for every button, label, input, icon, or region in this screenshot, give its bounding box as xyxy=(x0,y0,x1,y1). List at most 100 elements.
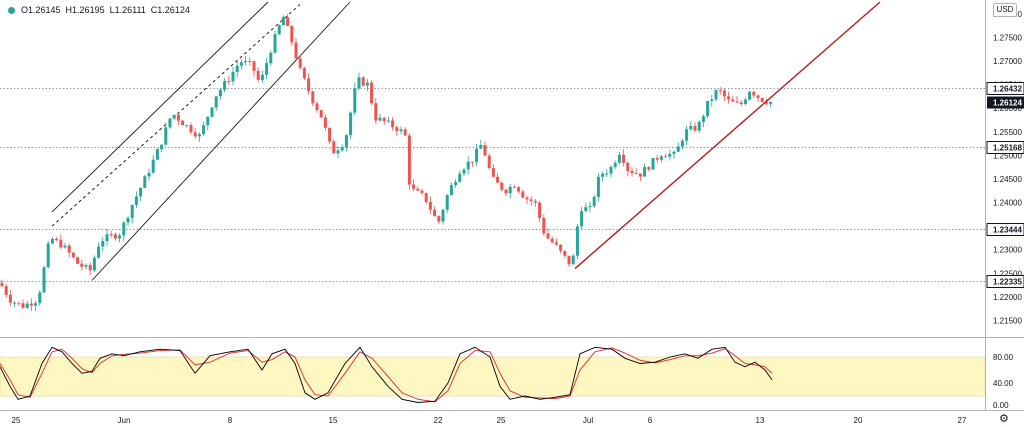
candle-body xyxy=(248,61,252,63)
candle-body xyxy=(764,101,768,104)
level-price-label xyxy=(986,275,1024,288)
candle xyxy=(17,302,21,307)
open-value: O1.26145 xyxy=(21,5,61,15)
candle xyxy=(332,139,336,154)
candle-body xyxy=(483,145,487,156)
candle xyxy=(420,188,424,195)
candle xyxy=(529,196,533,207)
candle-body xyxy=(542,217,546,234)
candle-body xyxy=(689,126,693,130)
candle-body xyxy=(147,172,151,177)
candle xyxy=(340,144,344,152)
time-tick-label: 13 xyxy=(756,416,765,425)
candle-body xyxy=(231,71,235,82)
candle-body xyxy=(357,77,361,89)
gear-icon[interactable]: ⚙ xyxy=(999,413,1009,425)
candle xyxy=(311,90,315,107)
candle xyxy=(693,122,697,133)
level-price-label xyxy=(986,141,1024,154)
candle xyxy=(55,236,59,242)
candle xyxy=(449,182,453,196)
candle xyxy=(281,15,285,26)
candle xyxy=(659,155,663,163)
candle-body xyxy=(466,161,470,170)
candle xyxy=(748,90,752,101)
candle xyxy=(508,183,512,199)
candle xyxy=(676,142,680,152)
candle xyxy=(718,86,722,95)
candle-body xyxy=(756,95,760,99)
candle xyxy=(563,250,567,259)
candle xyxy=(143,174,147,189)
candle xyxy=(214,96,218,111)
candle xyxy=(634,168,638,175)
candle-body xyxy=(517,187,521,192)
candle-body xyxy=(4,286,8,295)
candle xyxy=(269,50,273,66)
candle xyxy=(710,94,714,107)
candle-body xyxy=(412,184,416,189)
candle xyxy=(403,127,407,136)
candle xyxy=(466,156,470,175)
candle-body xyxy=(307,78,311,92)
candle-body xyxy=(512,186,516,188)
candle-body xyxy=(298,58,302,68)
candle-body xyxy=(277,25,281,35)
candle xyxy=(244,55,248,66)
candle xyxy=(218,87,222,100)
candle-body xyxy=(315,103,319,111)
candle-body xyxy=(706,100,710,117)
candle-body xyxy=(210,107,214,117)
candle xyxy=(323,114,327,131)
candle-body xyxy=(59,239,63,248)
candle-body xyxy=(21,303,25,308)
candle-body xyxy=(386,120,390,122)
candle xyxy=(168,118,172,130)
candle xyxy=(256,67,260,83)
candle-body xyxy=(130,204,134,219)
candle-body xyxy=(202,125,206,135)
candle-body xyxy=(735,101,739,103)
candle-body xyxy=(197,134,201,137)
candle-body xyxy=(38,292,42,304)
candle-body xyxy=(580,211,584,227)
candle-body xyxy=(206,116,210,126)
candle xyxy=(42,265,46,294)
candle-body xyxy=(235,65,239,72)
candle-body xyxy=(46,243,50,268)
level-price-text: 1.23444 xyxy=(993,226,1022,235)
candle-body xyxy=(273,34,277,53)
candle xyxy=(227,76,231,86)
stochastic-tick-label: 0.00 xyxy=(993,401,1009,410)
candle xyxy=(273,30,277,54)
level-price-text: 1.26432 xyxy=(993,85,1022,94)
candle-body xyxy=(126,218,130,223)
candle-body xyxy=(596,176,600,197)
candle-body xyxy=(399,129,403,132)
candle-body xyxy=(97,246,101,258)
candle-body xyxy=(139,187,143,197)
candle-body xyxy=(281,17,285,26)
candle xyxy=(609,164,613,178)
candle xyxy=(248,57,252,66)
candle-body xyxy=(567,255,571,265)
candle-body xyxy=(189,125,193,133)
candle-body xyxy=(353,88,357,113)
candle xyxy=(84,263,88,270)
candle xyxy=(441,208,445,225)
currency-button[interactable]: USD xyxy=(993,3,1017,17)
candle-body xyxy=(155,149,159,160)
candle-body xyxy=(67,245,71,253)
candle xyxy=(344,133,348,152)
candle xyxy=(365,79,369,92)
candle-body xyxy=(739,102,743,105)
candle xyxy=(349,111,353,139)
close-value: C1.26124 xyxy=(150,5,190,15)
candle xyxy=(567,255,571,267)
candle xyxy=(647,166,651,172)
candle-body xyxy=(664,156,668,158)
candle xyxy=(601,171,605,182)
candle-body xyxy=(302,67,306,79)
